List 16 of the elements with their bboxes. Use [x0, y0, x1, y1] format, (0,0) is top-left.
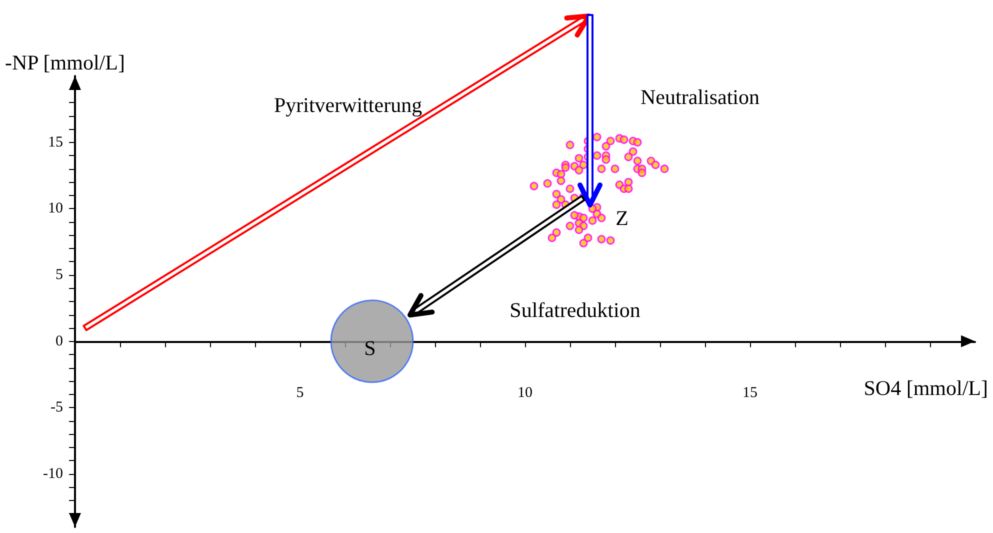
annotation: Pyritverwitterung [274, 93, 423, 117]
annotation: Z [616, 206, 628, 230]
y-axis-title: -NP [mmol/L] [5, 50, 125, 74]
y-tick-label: -5 [50, 400, 63, 416]
annotation: S [364, 336, 376, 360]
annotation: Sulfatreduktion [510, 298, 641, 322]
y-tick-label: 10 [48, 200, 63, 217]
y-tick-label: -10 [43, 466, 63, 482]
x-tick-label: 5 [296, 384, 304, 401]
annotation: Neutralisation [640, 85, 760, 109]
y-tick-label: 5 [56, 266, 63, 283]
x-tick-label: 10 [518, 384, 532, 401]
y-tick-label: 15 [48, 134, 63, 150]
x-axis-title: SO4 [mmol/L] [864, 376, 988, 400]
x-tick-label: 15 [742, 384, 758, 401]
y-tick-label: 0 [56, 333, 63, 350]
